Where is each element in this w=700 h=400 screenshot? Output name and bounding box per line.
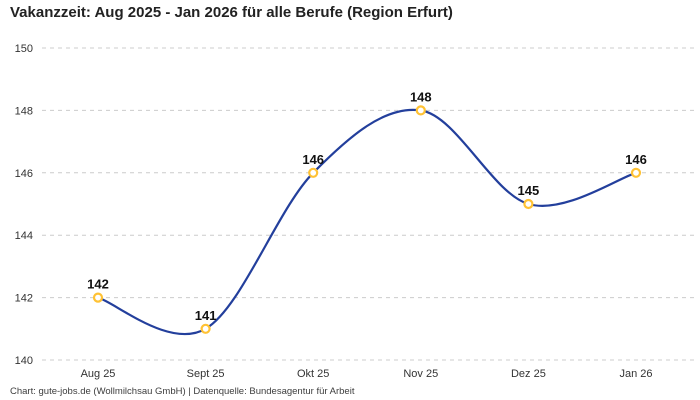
data-point-label: 142 [87, 277, 109, 292]
data-point-label: 146 [302, 152, 324, 167]
x-axis-tick-label: Okt 25 [297, 368, 329, 380]
data-point-marker[interactable] [200, 323, 211, 334]
y-axis-tick-label: 148 [15, 105, 33, 117]
data-point-marker[interactable] [523, 198, 534, 210]
chart-source-attribution: Chart: gute-jobs.de (Wollmilchsau GmbH) … [10, 386, 355, 397]
y-axis-tick-label: 140 [15, 355, 33, 367]
vacancy-line-series [96, 108, 638, 336]
data-point-marker[interactable] [92, 292, 104, 303]
x-axis-tick-label: Sept 25 [187, 368, 225, 380]
data-point-label: 145 [518, 183, 540, 198]
x-axis-tick-label: Aug 25 [81, 368, 116, 380]
x-axis-tick-label: Jan 26 [619, 368, 652, 380]
y-axis-tick-label: 146 [15, 168, 33, 180]
data-point-marker[interactable] [415, 105, 426, 116]
data-point-label: 146 [625, 152, 647, 167]
y-axis-tick-label: 144 [15, 230, 33, 242]
data-point-marker[interactable] [630, 167, 642, 178]
data-point-label: 148 [410, 89, 432, 104]
chart-title: Vakanzzeit: Aug 2025 - Jan 2026 für alle… [10, 4, 453, 21]
data-point-marker[interactable] [308, 167, 319, 178]
x-axis-tick-label: Dez 25 [511, 368, 546, 380]
y-axis-tick-label: 142 [15, 293, 33, 305]
data-point-label: 141 [195, 308, 217, 323]
y-axis-tick-label: 150 [15, 43, 33, 55]
x-axis-tick-label: Nov 25 [403, 368, 438, 380]
